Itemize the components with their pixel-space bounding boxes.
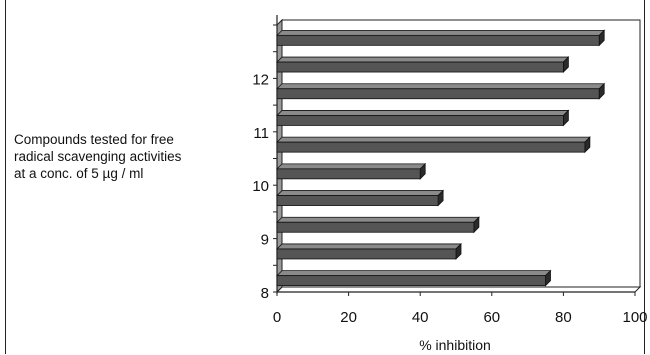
y-tick-label: 12 [252, 71, 269, 88]
bar [276, 189, 445, 207]
bar [276, 29, 606, 47]
x-ticks: 0 20 40 60 80 100 [273, 292, 648, 326]
bar [276, 242, 462, 260]
bar-top [276, 56, 570, 63]
bar-top [276, 83, 606, 90]
x-tick-label: 20 [340, 309, 357, 326]
bar-face [276, 34, 600, 46]
plot-floor [275, 286, 642, 293]
bar-face [276, 168, 421, 180]
bar-face [276, 115, 564, 126]
bar [276, 269, 552, 287]
x-axis-label: % inhibition [419, 337, 491, 353]
x-tick-label: 80 [555, 309, 572, 326]
bar-top [276, 190, 445, 196]
y-tick-label: 9 [261, 232, 269, 249]
bar-face [276, 61, 564, 73]
x-tick-label: 100 [622, 309, 647, 326]
bar [276, 109, 570, 127]
bar [276, 56, 570, 74]
bar [276, 136, 591, 154]
y-tick-label: 8 [261, 285, 269, 302]
y-tick-label: 10 [252, 178, 269, 195]
bars [276, 29, 606, 287]
bar-top [276, 163, 427, 170]
bar-top [276, 216, 480, 223]
bar-top [276, 110, 570, 116]
bar-face [276, 275, 546, 287]
bar-top [276, 270, 552, 277]
x-tick-label: 60 [483, 309, 500, 326]
bar [276, 82, 606, 100]
bar [276, 216, 480, 234]
chart-frame: Compounds tested for free radical scaven… [5, 0, 645, 354]
y-axis-label: Compounds tested for free radical scaven… [14, 132, 182, 181]
x-tick-label: 0 [273, 309, 281, 326]
bar [276, 162, 427, 180]
bar-face [276, 221, 475, 233]
y-ticks: 8 9 10 11 12 [252, 24, 277, 302]
y-tick-label: 11 [253, 125, 269, 142]
bar-face [276, 248, 457, 260]
bar-face [276, 88, 600, 100]
x-tick-label: 40 [412, 309, 429, 326]
bar-face [276, 141, 586, 153]
bar-face [276, 195, 439, 206]
bar-top [276, 136, 591, 143]
bar-top [276, 243, 462, 250]
bar-top [276, 29, 606, 36]
